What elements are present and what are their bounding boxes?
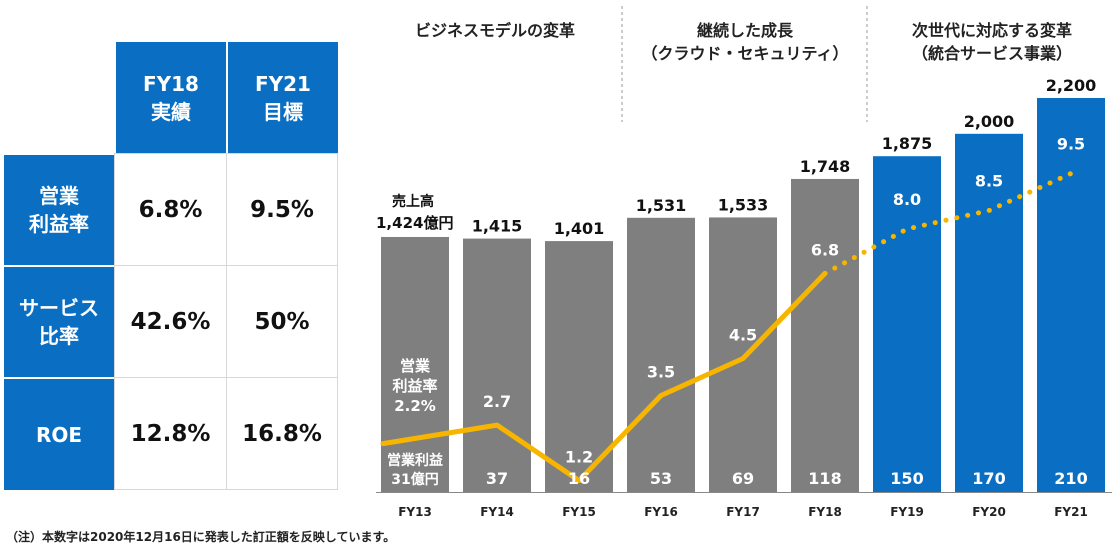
profit-label: 69: [732, 469, 754, 488]
revenue-bar: [873, 156, 941, 493]
revenue-bar: [1037, 98, 1105, 492]
kpi-value-service-fy21: 50%: [226, 265, 338, 377]
x-tick-label: FY16: [644, 505, 678, 519]
revenue-label: 売上高: [392, 193, 434, 210]
profit-label: 118: [808, 469, 841, 488]
revenue-bar: [627, 217, 695, 492]
margin-label: 6.8: [811, 240, 839, 259]
kpi-row-label-roe: ROE: [4, 377, 114, 490]
x-tick-label: FY14: [480, 505, 514, 519]
profit-label: 210: [1054, 469, 1087, 488]
kpi-value-roe-fy18: 12.8%: [114, 377, 226, 490]
x-tick-label: FY21: [1054, 505, 1088, 519]
kpi-value-service-fy18: 42.6%: [114, 265, 226, 377]
kpi-value-margin-fy21: 9.5%: [226, 153, 338, 265]
profit-label: 170: [972, 469, 1005, 488]
profit-label: 150: [890, 469, 923, 488]
kpi-header-fy18-line2: 実績: [151, 99, 191, 124]
x-tick-label: FY20: [972, 505, 1006, 519]
phase-title: 継続した成長: [697, 21, 794, 40]
margin-label: 2.2%: [394, 397, 436, 415]
revenue-label: 1,748: [800, 157, 851, 176]
kpi-row-label-service: サービス 比率: [4, 265, 114, 377]
kpi-row-label-margin-line2: 利益率: [29, 212, 89, 236]
revenue-bar: [545, 241, 613, 492]
margin-line-actual: [380, 270, 828, 484]
profit-label: 37: [486, 469, 508, 488]
revenue-label: 1,533: [718, 195, 769, 214]
revenue-label: 2,200: [1046, 76, 1097, 95]
margin-label: 9.5: [1057, 135, 1085, 154]
revenue-label: 1,875: [882, 134, 933, 153]
kpi-row-label-margin: 営業 利益率: [4, 153, 114, 265]
margin-label: 8.0: [893, 190, 921, 209]
revenue-bar: [381, 236, 449, 492]
profit-label: 31億円: [391, 471, 438, 488]
profit-label: 16: [568, 469, 590, 488]
kpi-table: FY18 実績 FY21 目標 営業 利益率 6.8% 9.5% サービス 比率…: [4, 42, 338, 490]
kpi-header-fy18: FY18 実績: [114, 42, 226, 153]
revenue-label: 1,531: [636, 196, 687, 215]
kpi-row-label-service-line1: サービス: [19, 296, 99, 320]
margin-label: 4.5: [729, 326, 757, 345]
revenue-label: 1,401: [554, 219, 605, 238]
revenue-bar: [955, 133, 1023, 492]
margin-line-target: [822, 171, 1074, 276]
x-tick-label: FY19: [890, 505, 924, 519]
kpi-header-fy21-line1: FY21: [255, 71, 311, 96]
kpi-header-fy21: FY21 目標: [226, 42, 338, 153]
revenue-bar: [791, 178, 859, 492]
profit-label: 営業利益: [387, 452, 443, 469]
profit-label: 53: [650, 469, 672, 488]
kpi-row-label-service-line2: 比率: [39, 324, 79, 348]
kpi-value-margin-fy18: 6.8%: [114, 153, 226, 265]
phase-title: （クラウド・セキュリティ）: [641, 44, 848, 63]
revenue-label: 1,424億円: [376, 214, 453, 232]
kpi-row-label-margin-line1: 営業: [39, 184, 79, 208]
x-tick-label: FY15: [562, 505, 596, 519]
kpi-row-label-roe-line1: ROE: [35, 422, 83, 447]
x-tick-label: FY13: [398, 505, 432, 519]
phase-title: ビジネスモデルの変革: [415, 21, 575, 40]
revenue-label: 1,415: [472, 217, 523, 236]
kpi-value-roe-fy21: 16.8%: [226, 377, 338, 490]
x-tick-label: FY18: [808, 505, 842, 519]
revenue-bar: [463, 238, 531, 492]
footnote: （注）本数字は2020年12月16日に発表した訂正額を反映しています。: [6, 530, 396, 544]
margin-label: 営業: [400, 357, 431, 375]
kpi-header-fy21-line2: 目標: [263, 99, 303, 124]
margin-label: 2.7: [483, 392, 511, 411]
phase-title: （統合サービス事業）: [912, 44, 1072, 63]
margin-label: 8.5: [975, 172, 1003, 191]
revenue-label: 2,000: [964, 112, 1015, 131]
margin-label: 1.2: [565, 448, 593, 467]
margin-label: 3.5: [647, 363, 675, 382]
x-tick-label: FY17: [726, 505, 760, 519]
kpi-header-fy18-line1: FY18: [143, 71, 199, 96]
revenue-bar: [709, 217, 777, 492]
margin-label: 利益率: [392, 377, 437, 395]
phase-title: 次世代に対応する変革: [912, 21, 1072, 40]
